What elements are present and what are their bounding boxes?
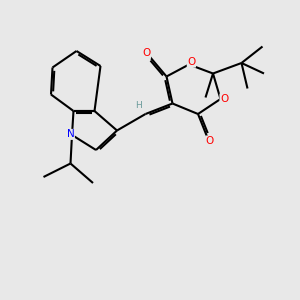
Text: O: O [220, 94, 228, 104]
Text: O: O [187, 57, 196, 67]
Text: H: H [135, 101, 141, 110]
Text: O: O [206, 136, 214, 146]
Text: O: O [142, 48, 151, 59]
Text: N: N [67, 129, 74, 140]
